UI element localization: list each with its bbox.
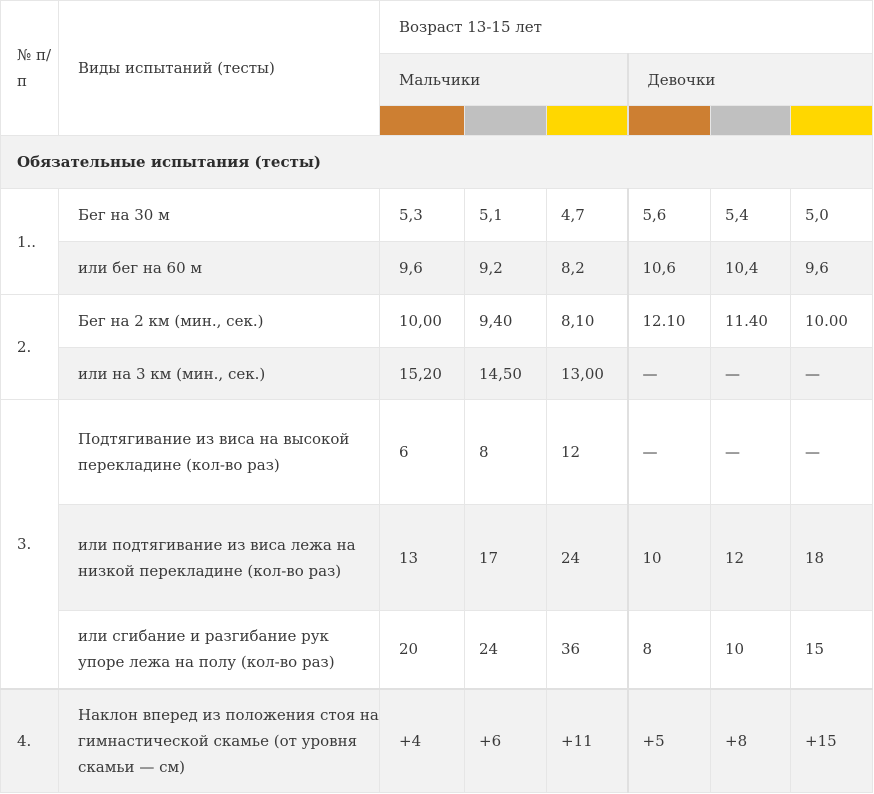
bronze-swatch [379,105,465,136]
value-cell: 24 [546,504,628,611]
value-cell: 5,3 [379,188,465,242]
header-test-type: Виды испытаний (тесты) [58,0,380,136]
value-cell: 10,6 [626,241,711,295]
group-number: 1.. [0,188,59,295]
value-cell: 8 [464,399,547,505]
silver-swatch [710,105,791,136]
value-cell: 10,00 [379,294,465,348]
value-cell: 5,1 [464,188,547,242]
value-cell: 13,00 [546,347,628,400]
test-name: или подтягивание из виса лежа на низкой … [58,504,380,611]
value-cell: +15 [789,687,874,793]
value-cell: 18 [789,504,874,611]
test-name: или бег на 60 м [58,241,380,295]
value-cell: 12.10 [626,294,711,348]
value-cell: 6 [379,399,465,505]
value-cell: +11 [546,687,628,793]
value-cell: 10 [626,504,711,611]
value-cell: 12 [710,504,791,611]
value-cell: 10.00 [789,294,874,348]
value-cell: +8 [710,687,791,793]
test-name: Подтягивание из виса на высокой переклад… [58,399,380,505]
value-cell: 9,6 [379,241,465,295]
header-number: № п/п [0,0,59,136]
value-cell: 15,20 [379,347,465,400]
value-cell: 11.40 [710,294,791,348]
group-number: 2. [0,294,59,400]
value-cell: 17 [464,504,547,611]
bronze-swatch [626,105,711,136]
test-name: или сгибание и разгибание рук упоре лежа… [58,610,380,689]
value-cell: 20 [379,610,465,689]
value-cell: — [789,399,874,505]
test-name: Бег на 2 км (мин., сек.) [58,294,380,348]
gold-swatch [789,105,874,136]
section-title: Обязательные испытания (тесты) [0,135,874,189]
value-cell: — [626,347,711,400]
group-number: 4. [0,687,59,793]
value-cell: 13 [379,504,465,611]
value-cell: +5 [626,687,711,793]
value-cell: 9,6 [789,241,874,295]
value-cell: 8,2 [546,241,628,295]
test-name: Бег на 30 м [58,188,380,242]
value-cell: 12 [546,399,628,505]
value-cell: 15 [789,610,874,689]
value-cell: 9,40 [464,294,547,348]
value-cell: — [789,347,874,400]
value-cell: 5,4 [710,188,791,242]
value-cell: 4,7 [546,188,628,242]
test-name: или на 3 км (мин., сек.) [58,347,380,400]
value-cell: 10,4 [710,241,791,295]
value-cell: 5,0 [789,188,874,242]
value-cell: 9,2 [464,241,547,295]
header-age: Возраст 13-15 лет [378,0,874,54]
group-number: 3. [0,399,59,689]
value-cell: — [626,399,711,505]
value-cell: +4 [379,687,465,793]
value-cell: 8,10 [546,294,628,348]
value-cell: — [710,347,791,400]
value-cell: 10 [710,610,791,689]
header-boys: Мальчики [379,53,628,106]
gold-swatch [546,105,628,136]
header-girls: Девочки [626,53,874,106]
silver-swatch [464,105,547,136]
value-cell: +6 [464,687,547,793]
test-name: Наклон вперед из положения стоя на гимна… [58,687,380,793]
value-cell: 24 [464,610,547,689]
value-cell: 5,6 [626,188,711,242]
value-cell: 8 [626,610,711,689]
value-cell: 36 [546,610,628,689]
value-cell: 14,50 [464,347,547,400]
value-cell: — [710,399,791,505]
